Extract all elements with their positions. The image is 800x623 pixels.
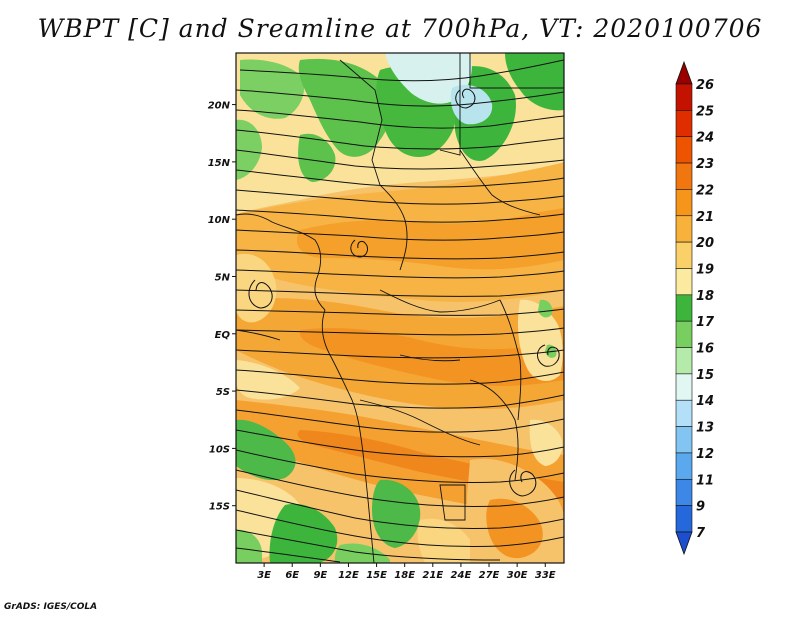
lon-tick-label: 12E	[338, 570, 359, 581]
colorbar: 26 25 24 23 22 21 20 19 18 17 16 15 14 13 12 11 9 7	[675, 60, 715, 556]
colorbar-segment	[675, 478, 693, 506]
colorbar-segment	[675, 241, 693, 269]
lat-tick-label: 15N	[208, 158, 231, 169]
colorbar-label: 14	[696, 394, 714, 409]
lon-tick-label: 21E	[422, 570, 443, 581]
lat-tick-label: 5N	[215, 272, 231, 283]
colorbar-label: 13	[696, 421, 714, 436]
lon-tick-label: 30E	[507, 570, 528, 581]
colorbar-label: 19	[696, 262, 714, 277]
colorbar-segment	[675, 268, 693, 296]
colorbar-label: 21	[696, 210, 714, 225]
colorbar-segment	[675, 294, 693, 322]
colorbar-label: 23	[696, 157, 714, 172]
colorbar-label: 9	[696, 500, 705, 515]
colorbar-segment	[675, 136, 693, 164]
colorbar-segment	[675, 452, 693, 480]
colorbar-segment	[675, 162, 693, 190]
country-borders	[236, 53, 564, 563]
wbpt-field	[236, 53, 564, 563]
colorbar-segment	[675, 83, 693, 111]
colorbar-label: 20	[696, 236, 714, 251]
colorbar-segment	[675, 347, 693, 375]
colorbar-label: 26	[696, 78, 714, 93]
lat-tick-label: 20N	[208, 101, 231, 112]
colorbar-segment	[675, 426, 693, 454]
colorbar-label: 11	[696, 473, 714, 488]
colorbar-segment	[675, 505, 693, 533]
colorbar-label: 7	[696, 526, 706, 541]
lon-tick-label: 6E	[285, 570, 299, 581]
colorbar-segment	[675, 320, 693, 348]
lon-tick-label: 33E	[535, 570, 556, 581]
lat-tick-label: EQ	[215, 330, 231, 341]
colorbar-top-arrow	[675, 60, 693, 85]
lat-tick-label: 10S	[209, 444, 230, 455]
colorbar-label: 25	[696, 104, 714, 119]
colorbar-label: 17	[696, 315, 715, 330]
lat-tick-label: 10N	[208, 215, 231, 226]
lat-tick-label: 15S	[209, 502, 230, 513]
colorbar-label: 16	[696, 342, 714, 357]
colorbar-segment	[675, 189, 693, 217]
longitude-axis: 3E 6E 9E 12E 15E 18E 21E 24E 27E 30E 33E	[257, 563, 556, 581]
lon-tick-label: 24E	[451, 570, 472, 581]
map-frame	[235, 52, 565, 564]
lon-tick-label: 3E	[257, 570, 271, 581]
colorbar-label: 15	[696, 368, 714, 383]
colorbar-label: 24	[696, 131, 714, 146]
colorbar-segment	[675, 110, 693, 138]
colorbar-label: 18	[696, 289, 714, 304]
colorbar-segment	[675, 373, 693, 401]
footer-credit: GrADS: IGES/COLA	[4, 602, 98, 612]
lon-tick-label: 15E	[366, 570, 387, 581]
colorbar-label: 22	[696, 183, 714, 198]
colorbar-bottom-arrow	[675, 531, 693, 556]
lon-tick-label: 18E	[394, 570, 415, 581]
latitude-axis: 20N 15N 10N 5N EQ 5S 10S 15S	[208, 101, 236, 513]
lat-tick-label: 5S	[216, 387, 230, 398]
colorbar-segment	[675, 215, 693, 243]
chart-title: WBPT [C] and Sreamline at 700hPa, VT: 20…	[37, 14, 763, 43]
colorbar-label: 12	[696, 447, 714, 462]
lon-tick-label: 27E	[479, 570, 500, 581]
streamlines	[236, 59, 564, 563]
lon-tick-label: 9E	[313, 570, 327, 581]
colorbar-segment	[675, 399, 693, 427]
